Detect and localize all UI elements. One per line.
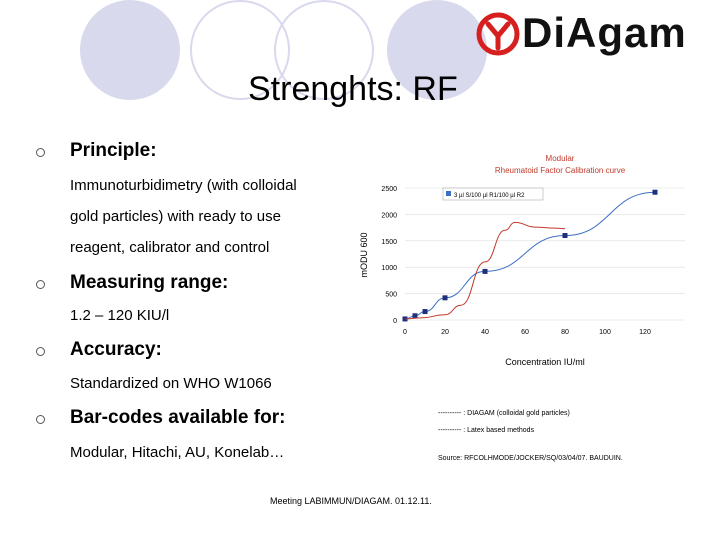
bullet-icon xyxy=(36,347,45,356)
section-heading-accuracy: Accuracy: xyxy=(70,339,162,360)
calibration-chart: Modular Rheumatoid Factor Calibration cur… xyxy=(355,150,715,375)
data-point xyxy=(562,233,568,239)
data-point xyxy=(422,309,428,315)
section-heading-barcodes: Bar-codes available for: xyxy=(70,407,286,428)
bullet-icon xyxy=(36,148,45,157)
text-line: reagent, calibrator and control xyxy=(70,239,270,256)
accuracy-text: Standardized on WHO W1066 xyxy=(70,375,272,392)
bullet-icon xyxy=(36,415,45,424)
y-tick-label: 0 xyxy=(393,318,397,325)
footer-text: Meeting LABIMMUN/DIAGAM. 01.12.11. xyxy=(270,496,432,506)
x-tick-label: 40 xyxy=(481,329,489,336)
text-line: gold particles) with ready to use xyxy=(70,208,281,225)
y-tick-label: 2000 xyxy=(381,212,397,219)
diagam-logo: DiAgam xyxy=(476,8,716,58)
y-tick-label: 1000 xyxy=(381,265,397,272)
x-axis-label: Concentration IU/ml xyxy=(505,357,585,367)
chart-svg: Modular Rheumatoid Factor Calibration cur… xyxy=(359,154,685,367)
y-tick-label: 2500 xyxy=(381,186,397,193)
x-tick-label: 60 xyxy=(521,329,529,336)
principle-text: Immunoturbidimetry (with colloidal gold … xyxy=(70,170,297,263)
y-tick-label: 500 xyxy=(385,292,397,299)
legend-marker-icon xyxy=(446,191,451,196)
bullet-icon xyxy=(36,280,45,289)
decorative-circle xyxy=(274,0,374,100)
legend-note-diagam: ---------- : DIAGAM (colloidal gold part… xyxy=(438,410,570,417)
data-point xyxy=(652,189,658,195)
measuring-range-text: 1.2 – 120 KIU/l xyxy=(70,307,170,324)
legend-box xyxy=(442,187,544,201)
logo-text: DiAgam xyxy=(522,9,687,56)
slide-title: Strenghts: RF xyxy=(248,70,458,108)
chart-title: Modular xyxy=(546,154,575,163)
barcodes-text: Modular, Hitachi, AU, Konelab… xyxy=(70,444,285,461)
data-point xyxy=(442,295,448,301)
text-line: Immunoturbidimetry (with colloidal xyxy=(70,177,297,194)
x-tick-label: 120 xyxy=(639,329,651,336)
decorative-circle xyxy=(387,0,487,100)
legend-label: 3 µl S/100 µl R1/100 µl R2 xyxy=(454,193,525,199)
x-tick-label: 0 xyxy=(403,329,407,336)
section-heading-principle: Principle: xyxy=(70,140,157,161)
chart-title: Rheumatoid Factor Calibration curve xyxy=(495,166,626,175)
y-tick-label: 1500 xyxy=(381,239,397,246)
source-note: Source: RFCOLHMODE/JOCKER/SQ/03/04/07. B… xyxy=(438,455,623,462)
x-tick-label: 100 xyxy=(599,329,611,336)
decorative-circle xyxy=(80,0,180,100)
x-tick-label: 20 xyxy=(441,329,449,336)
data-point xyxy=(412,313,418,319)
y-axis-label: mODU 600 xyxy=(359,232,369,277)
x-tick-label: 80 xyxy=(561,329,569,336)
series-line-1 xyxy=(404,221,566,320)
logo-emblem-icon xyxy=(476,12,520,56)
data-point xyxy=(482,268,488,274)
legend-note-latex: ---------- : Latex based methods xyxy=(438,427,535,434)
section-heading-measuring-range: Measuring range: xyxy=(70,272,229,293)
